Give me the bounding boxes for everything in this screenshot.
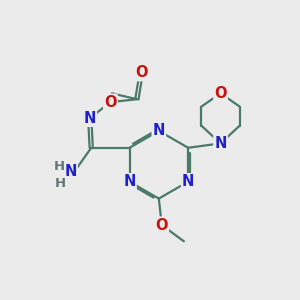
Text: O: O	[155, 218, 168, 232]
Text: O: O	[104, 95, 117, 110]
Text: O: O	[214, 86, 227, 101]
Text: N: N	[153, 123, 165, 138]
Text: O: O	[135, 65, 148, 80]
Text: N: N	[182, 174, 194, 189]
Text: H: H	[53, 160, 64, 173]
Text: N: N	[64, 164, 77, 179]
Text: N: N	[84, 111, 96, 126]
Text: H: H	[55, 177, 66, 190]
Text: N: N	[214, 136, 227, 151]
Text: N: N	[123, 174, 136, 189]
